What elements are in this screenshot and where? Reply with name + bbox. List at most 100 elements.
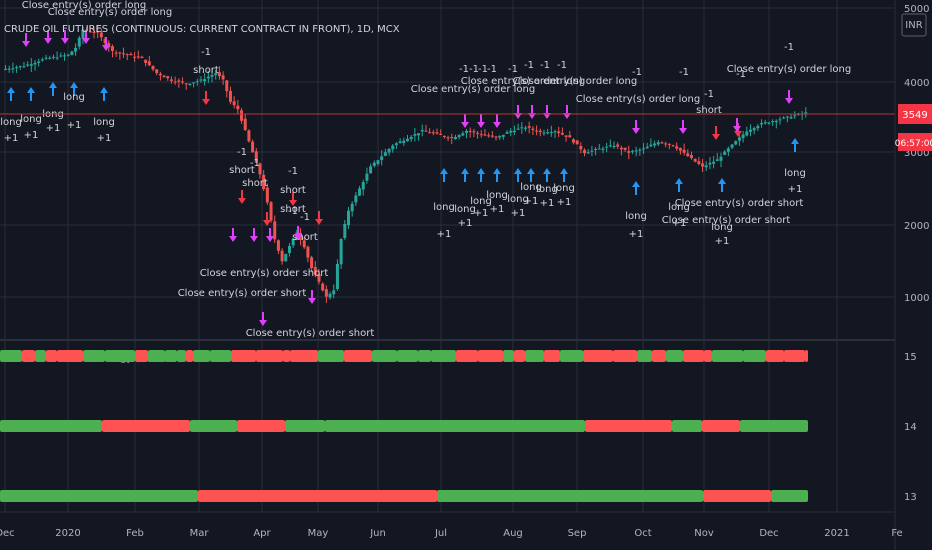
indicator-band-weekly (585, 420, 672, 432)
signal-arrow-up (477, 168, 485, 182)
signal-plus-one-label: +1 (24, 130, 39, 141)
candle-body (501, 134, 505, 137)
signal-minus-one-label: -1 (704, 89, 714, 100)
candle-body (118, 52, 122, 54)
candle-body (682, 149, 686, 153)
price-axis-tick: 5000 (904, 4, 929, 15)
candle-body (616, 144, 620, 147)
indicator-band-daily (503, 350, 514, 362)
candle-body (549, 132, 553, 134)
price-axis-tick: 1000 (904, 293, 929, 304)
candle-body (619, 147, 623, 150)
candle-body (158, 73, 162, 76)
candle-body (287, 246, 291, 254)
signal-close-label: Close entry(s) order short (675, 198, 804, 209)
candle-body (524, 127, 528, 129)
candle-body (413, 134, 417, 136)
indicator-band-daily (704, 350, 712, 362)
candle-body (372, 162, 376, 166)
candle-body (771, 121, 775, 123)
signal-arrow-down (461, 114, 469, 128)
candle-body (394, 143, 398, 146)
candle-body (605, 146, 609, 148)
candle-body (461, 133, 465, 136)
indicator-band-daily (35, 350, 46, 362)
candle-body (431, 132, 435, 134)
signal-close-label: Close entry(s) order long (22, 0, 146, 11)
indicator-band-weekly (285, 420, 325, 432)
indicator-bands (0, 350, 808, 502)
candle-body (638, 149, 642, 151)
candle-body (380, 156, 384, 161)
currency-badge[interactable]: INR (901, 13, 927, 37)
candle-body (571, 139, 575, 143)
candle-body (642, 148, 646, 150)
candle-body (778, 119, 782, 121)
candle-body (99, 32, 103, 38)
indicator-band-daily (418, 350, 431, 362)
candle-body (70, 51, 74, 56)
candle-body (313, 267, 317, 275)
indicator-band-daily (478, 350, 503, 362)
candle-body (44, 57, 48, 59)
signal-long-label: long (486, 190, 508, 201)
candle-body (608, 145, 612, 147)
candle-body (428, 132, 432, 134)
indicator-band-daily (544, 350, 560, 362)
indicator-band-daily (766, 350, 784, 362)
candle-body (29, 64, 33, 66)
candle-body (420, 129, 424, 132)
candle-body (531, 128, 535, 130)
price-axis[interactable] (895, 0, 932, 550)
signal-arrow-down (679, 120, 687, 134)
candle-body (435, 132, 439, 134)
signal-close-qty-label: -1 (478, 64, 488, 75)
indicator-band-daily (805, 350, 808, 362)
signal-long-label: long (784, 168, 806, 179)
candle-body (350, 203, 354, 212)
indicator-band-daily (22, 350, 35, 362)
indicator-band-weekly (190, 420, 237, 432)
indicator-band-daily (0, 350, 22, 362)
candle-body (697, 161, 701, 165)
time-axis-tick: Jul (434, 528, 447, 539)
candle-body (236, 105, 240, 110)
signal-long-label: long (20, 114, 42, 125)
candle-body (328, 293, 332, 298)
candle-body (579, 145, 583, 150)
signal-short-label: short (229, 165, 255, 176)
candle-body (667, 143, 671, 145)
candle-body (442, 136, 446, 138)
indicator-band-daily (613, 350, 637, 362)
candle-body (546, 132, 550, 134)
indicator-band-monthly (198, 490, 437, 502)
candle-body (719, 156, 723, 161)
candle-body (678, 147, 682, 151)
signal-plus-one-label: +1 (474, 208, 489, 219)
time-axis-tick: 2021 (824, 528, 849, 539)
candle-body (291, 238, 295, 246)
candle-body (59, 55, 63, 57)
candle-body (708, 162, 712, 165)
indicator-band-monthly (437, 490, 703, 502)
indicator-band-daily (514, 350, 525, 362)
indicator-band-daily (135, 350, 148, 362)
signal-minus-one-label: -1 (300, 212, 310, 223)
signal-short-label: short (280, 204, 306, 215)
signal-arrow-down (238, 190, 246, 204)
candle-body (387, 148, 391, 153)
time-axis-labels[interactable]: Dec 2020 Feb Mar Apr May Jun Jul Aug Sep Oct Nov Dec… (0, 528, 903, 539)
indicator-band-monthly (703, 490, 771, 502)
candle-body (217, 72, 221, 77)
signal-close-label: Close entry(s) order long (411, 84, 535, 95)
price-axis-labels: 5000 4000 3000 2000 1000 15 14 13 (904, 4, 929, 503)
candle-body (147, 61, 151, 66)
candle-body (136, 56, 140, 58)
candle-body (520, 127, 524, 129)
candle-body (37, 61, 41, 63)
candle-body (645, 146, 649, 149)
indicator-band-weekly (702, 420, 740, 432)
signal-close-label: Close entry(s) order short (200, 268, 329, 279)
signal-minus-one-label: -1 (288, 166, 298, 177)
signal-arrow-down (289, 192, 297, 206)
